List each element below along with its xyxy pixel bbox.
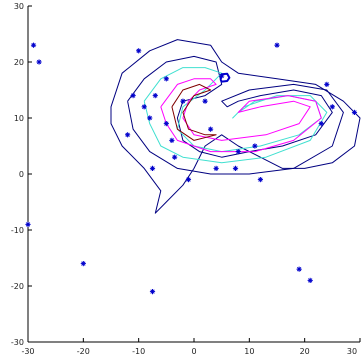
scatter-point — [163, 76, 169, 82]
axis-ticks — [27, 5, 361, 343]
scatter-point — [257, 177, 263, 183]
scatter-point — [185, 177, 192, 183]
x-tick-labels: -30 -20 -10 0 10 20 30 — [21, 347, 357, 356]
scatter-point — [235, 149, 241, 155]
scatter-point — [25, 221, 31, 227]
scatter-point — [147, 115, 153, 121]
scatter-point — [141, 104, 147, 110]
scatter-points — [25, 42, 358, 295]
scatter-point — [149, 289, 156, 295]
scatter-point — [130, 93, 136, 99]
scatter-point — [208, 126, 214, 132]
scatter-point — [324, 81, 330, 87]
y-tick-label: -30 — [11, 338, 24, 347]
scatter-point — [36, 59, 42, 65]
x-tick-label: 0 — [191, 347, 196, 356]
scatter-point — [318, 121, 324, 127]
scatter-point — [172, 154, 178, 160]
contour-line-outer — [110, 39, 361, 214]
scatter-point — [152, 93, 158, 99]
contour-lines — [110, 39, 361, 214]
scatter-point — [169, 137, 175, 143]
y-tick-label: 10 — [14, 114, 24, 123]
y-tick-label: 20 — [14, 58, 24, 67]
scatter-point — [149, 165, 156, 171]
scatter-point — [232, 165, 239, 171]
contour-line-inner-blue — [127, 55, 344, 175]
contour-line-maroon — [171, 83, 217, 141]
scatter-point — [202, 98, 208, 104]
x-tick-label: 30 — [347, 347, 357, 356]
x-tick-label: -30 — [21, 347, 34, 356]
y-tick-label: 0 — [19, 170, 24, 179]
scatter-point — [180, 98, 186, 104]
scatter-point — [163, 121, 169, 127]
scatter-point — [329, 104, 335, 110]
contour-line-magenta — [160, 78, 322, 153]
scatter-point — [80, 261, 86, 267]
scatter-point — [213, 165, 219, 171]
scatter-point — [274, 42, 280, 48]
x-tick-label: -20 — [77, 347, 90, 356]
scatter-point — [252, 143, 258, 149]
x-tick-label: 20 — [300, 347, 310, 356]
x-tick-label: 10 — [244, 347, 254, 356]
scatter-point — [219, 73, 225, 79]
scatter-point — [30, 42, 37, 48]
scatter-point — [351, 109, 358, 115]
scatter-point — [136, 48, 142, 54]
x-tick-label: -10 — [132, 347, 145, 356]
y-tick-label: -20 — [11, 282, 24, 291]
scatter-point — [296, 266, 302, 272]
y-tick-labels: -30 -20 -10 0 10 20 30 — [11, 2, 24, 347]
scatter-point — [307, 277, 313, 283]
y-tick-label: -10 — [11, 226, 24, 235]
scatter-point — [125, 132, 131, 138]
y-tick-label: 30 — [14, 2, 24, 11]
